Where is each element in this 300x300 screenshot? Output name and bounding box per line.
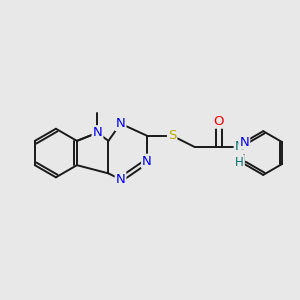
Text: S: S (168, 129, 176, 142)
Text: N: N (142, 155, 152, 168)
Text: N: N (239, 136, 249, 148)
Text: N: N (116, 173, 125, 186)
Text: O: O (214, 115, 224, 128)
Text: N: N (116, 117, 125, 130)
Text: N: N (93, 126, 102, 139)
Text: N: N (235, 140, 244, 154)
Text: H: H (235, 156, 244, 169)
